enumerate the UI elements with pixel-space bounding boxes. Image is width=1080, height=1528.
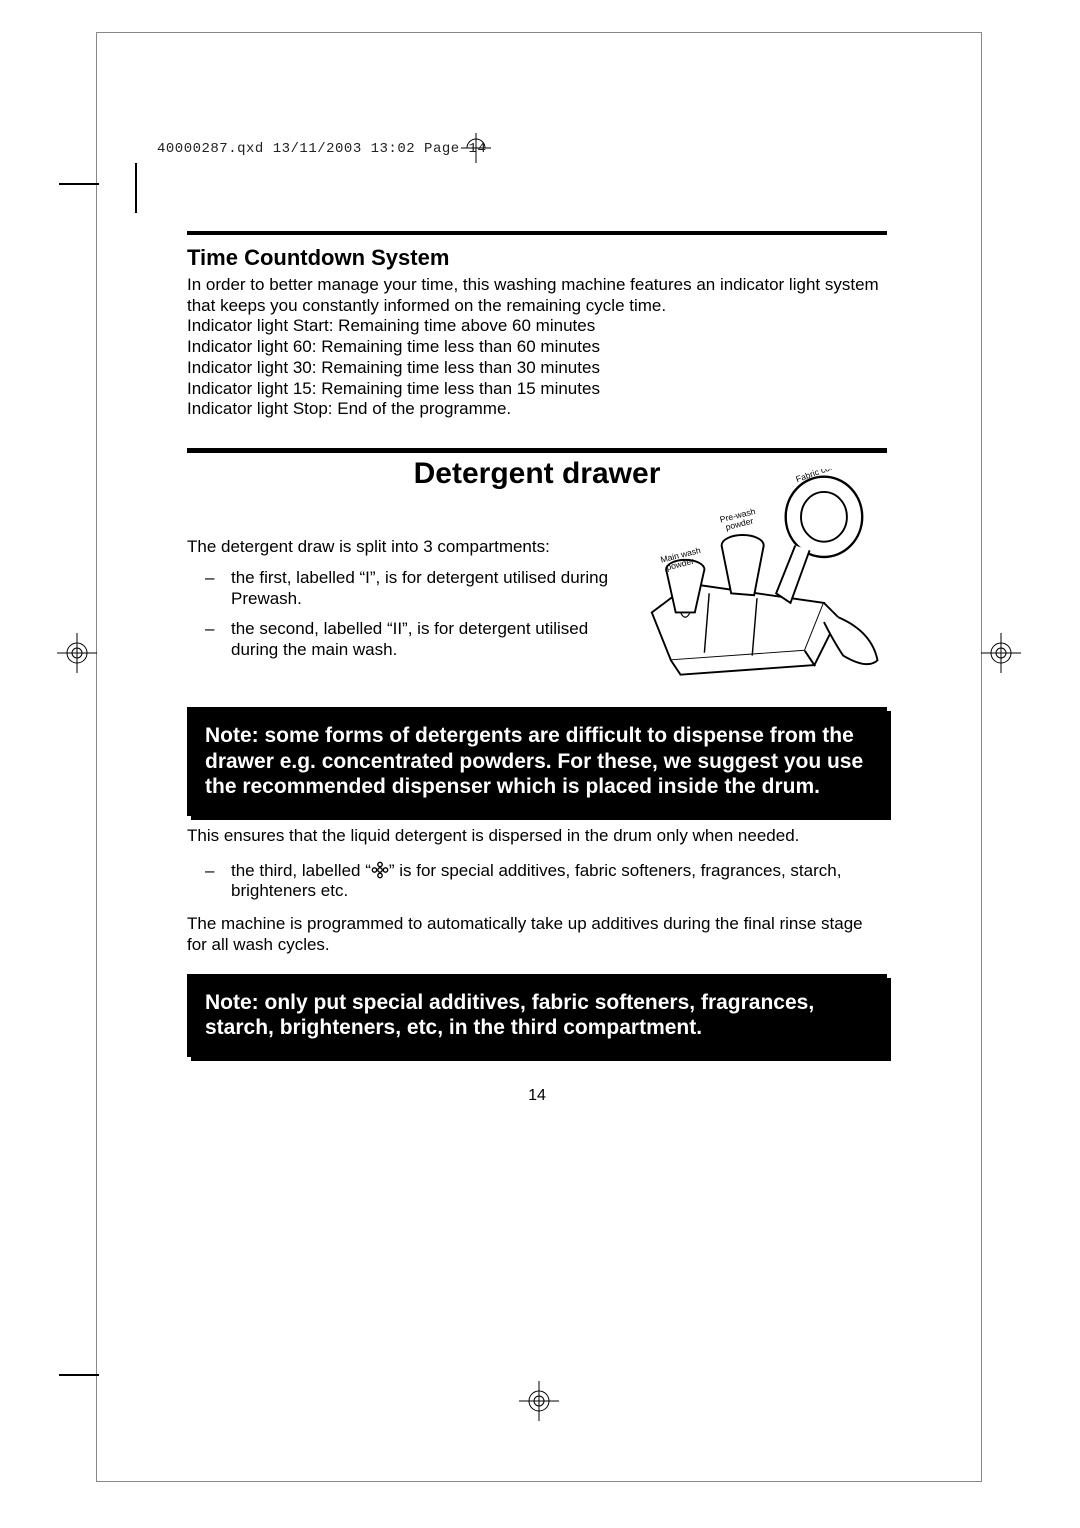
body-text: This ensures that the liquid detergent i… [187, 826, 887, 847]
drawer-intro: The detergent draw is split into 3 compa… [187, 537, 617, 558]
note-box: Note: some forms of detergents are diffi… [187, 707, 887, 816]
crop-line [135, 163, 137, 213]
bullet-text: the second, labelled “II”, is for deterg… [231, 619, 617, 660]
indicator-line: Indicator light 30: Remaining time less … [187, 358, 887, 379]
list-item: – the third, labelled “ ” is for special… [187, 861, 887, 902]
page-content: Time Countdown System In order to better… [187, 231, 887, 1105]
print-slug: 40000287.qxd 13/11/2003 13:02 Page 14 [157, 141, 486, 157]
registration-mark-bottom [519, 1381, 559, 1421]
flower-icon [371, 861, 389, 879]
list-item: – the second, labelled “II”, is for dete… [187, 619, 617, 660]
registration-mark-left [57, 633, 97, 673]
dash-bullet: – [205, 568, 219, 609]
detergent-drawer-diagram: Main wash powder Pre-wash powder Fabric … [627, 469, 887, 689]
indicator-line: Indicator light Start: Remaining time ab… [187, 316, 887, 337]
registration-mark-right [981, 633, 1021, 673]
list-item: – the first, labelled “I”, is for deterg… [187, 568, 617, 609]
crop-mark-top [461, 133, 491, 163]
bullet-text: the third, labelled “ ” is for special a… [231, 861, 887, 902]
crop-mark-left-bottom [59, 1369, 99, 1381]
section-heading: Time Countdown System [187, 245, 887, 271]
indicator-line: Indicator light 15: Remaining time less … [187, 379, 887, 400]
dash-bullet: – [205, 619, 219, 660]
bullet-text-pre: the third, labelled “ [231, 861, 371, 880]
crop-mark-left [59, 178, 99, 190]
rule [187, 231, 887, 235]
drawer-section: The detergent draw is split into 3 compa… [187, 537, 887, 689]
page-number: 14 [187, 1087, 887, 1105]
dash-bullet: – [205, 861, 219, 902]
body-text: The machine is programmed to automatical… [187, 914, 887, 955]
bullet-text: the first, labelled “I”, is for detergen… [231, 568, 617, 609]
indicator-line: Indicator light Stop: End of the program… [187, 399, 887, 420]
note-box: Note: only put special additives, fabric… [187, 974, 887, 1057]
indicator-line: Indicator light 60: Remaining time less … [187, 337, 887, 358]
scanned-page: 40000287.qxd 13/11/2003 13:02 Page 14 Ti… [96, 32, 982, 1482]
section-intro: In order to better manage your time, thi… [187, 275, 887, 316]
rule [187, 448, 887, 453]
